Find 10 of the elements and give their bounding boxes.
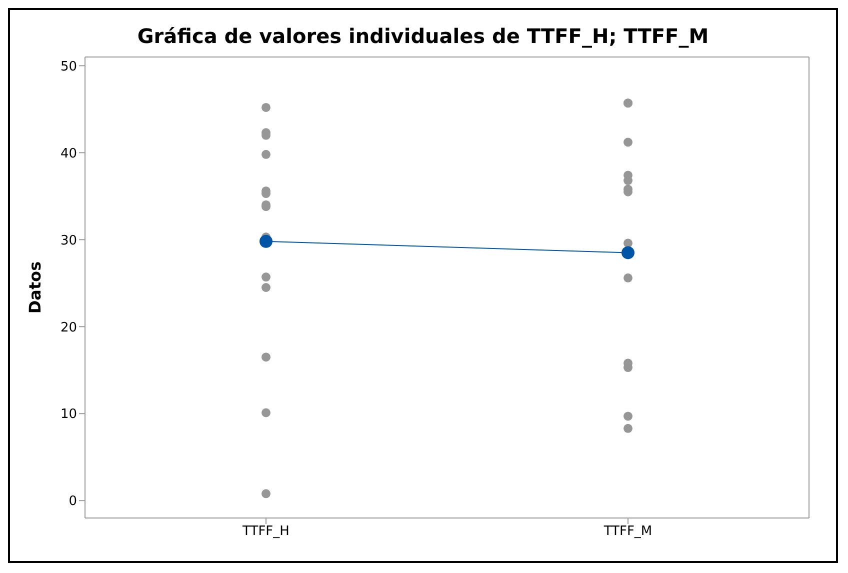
y-tick-label: 20	[60, 320, 77, 336]
y-tick-label: 50	[60, 59, 77, 74]
y-axis-title: Datos	[26, 261, 45, 314]
y-tick-label: 10	[60, 407, 77, 422]
x-tick-label: TTFF_M	[602, 524, 652, 540]
chart-title: Gráfica de valores individuales de TTFF_H; TTFF_M	[136, 24, 710, 48]
y-tick-label: 40	[60, 146, 77, 162]
x-tick-label: TTFF_H	[242, 524, 290, 540]
y-tick-label: 30	[60, 233, 77, 248]
y-tick-label: 0	[68, 494, 77, 510]
